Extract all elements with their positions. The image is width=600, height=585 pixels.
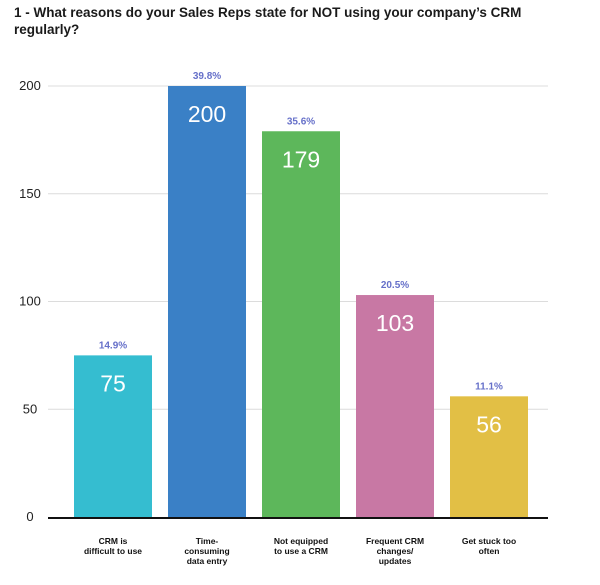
y-tick-label: 50: [23, 401, 37, 416]
y-tick-label: 200: [19, 78, 41, 93]
category-label: CRM is difficult to use: [84, 536, 142, 556]
data-labels: 14.9% 75 39.8% 200 35.6% 179 20.5% 103 11.1% 56: [99, 71, 503, 437]
bar: [74, 355, 152, 517]
value-label: 103: [376, 310, 414, 336]
y-tick-label: 150: [19, 186, 41, 201]
percent-label: 20.5%: [381, 280, 409, 291]
bar: [450, 396, 528, 517]
category-label: Not equipped to use a CRM: [274, 536, 328, 556]
category-label: Time-consuming data entry: [184, 536, 229, 566]
y-tick-label: 0: [26, 509, 33, 524]
category-label: Get stuck too often: [462, 536, 516, 556]
percent-label: 11.1%: [475, 381, 503, 392]
y-axis: 0 50 100 150 200: [19, 78, 548, 524]
percent-label: 39.8%: [193, 71, 221, 82]
bar: [356, 295, 434, 517]
value-label: 56: [476, 411, 502, 437]
category-label: Frequent CRM changes/updates: [366, 536, 424, 566]
chart-title: 1 - What reasons do your Sales Reps stat…: [14, 5, 522, 37]
y-tick-label: 100: [19, 294, 41, 309]
x-axis: CRM is difficult to use Time-consuming data…: [84, 536, 516, 566]
bars: [74, 86, 528, 517]
bar: [262, 131, 340, 517]
percent-label: 14.9%: [99, 340, 127, 351]
value-label: 200: [188, 101, 226, 127]
value-label: 179: [282, 146, 320, 172]
percent-label: 35.6%: [287, 116, 315, 127]
value-label: 75: [100, 370, 126, 396]
bar: [168, 86, 246, 517]
